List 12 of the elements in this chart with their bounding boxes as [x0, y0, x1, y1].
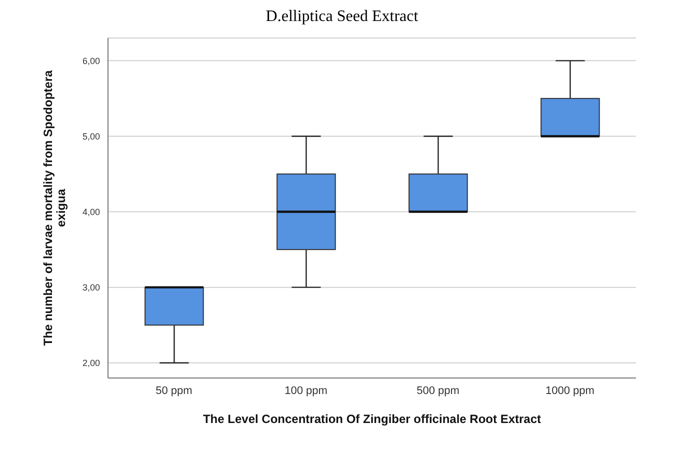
y-tick-label: 4,00	[82, 206, 100, 217]
y-tick-label: 2,00	[82, 358, 100, 368]
y-tick-label: 3,00	[82, 282, 100, 293]
y-tick-label: 6,00	[82, 56, 100, 66]
y-tick-label: 5,00	[82, 131, 100, 142]
x-tick-label: 500 ppm	[416, 384, 460, 397]
x-axis-title: The Level Concentration Of Zingiber officinale Root Extract	[202, 412, 542, 426]
chart-title: D.elliptica Seed Extract	[264, 8, 420, 27]
x-tick-label: 50 ppm	[156, 384, 192, 397]
x-tick-label: 1000 ppm	[546, 384, 594, 397]
x-tick-label: 100 ppm	[284, 384, 328, 397]
y-axis-title: The number of larvae mortality from Spodoptera exigua	[41, 70, 68, 346]
